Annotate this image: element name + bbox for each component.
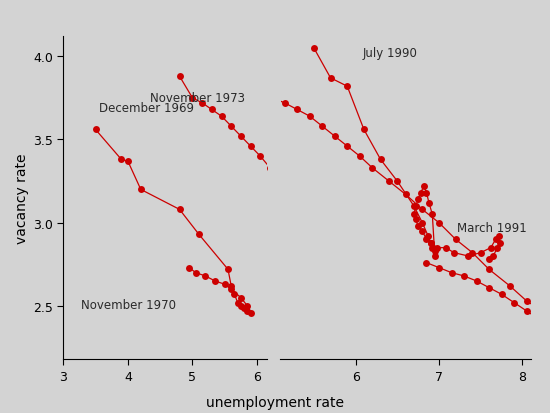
Text: November 1973: November 1973 xyxy=(151,92,245,105)
Text: March 1991: March 1991 xyxy=(458,221,527,235)
Text: July 1990: July 1990 xyxy=(362,47,417,60)
Text: November 1970: November 1970 xyxy=(81,298,177,311)
Text: unemployment rate: unemployment rate xyxy=(206,395,344,409)
Text: March 1975: March 1975 xyxy=(329,335,399,347)
Text: December 1969: December 1969 xyxy=(99,102,194,115)
Y-axis label: vacancy rate: vacancy rate xyxy=(15,153,29,243)
